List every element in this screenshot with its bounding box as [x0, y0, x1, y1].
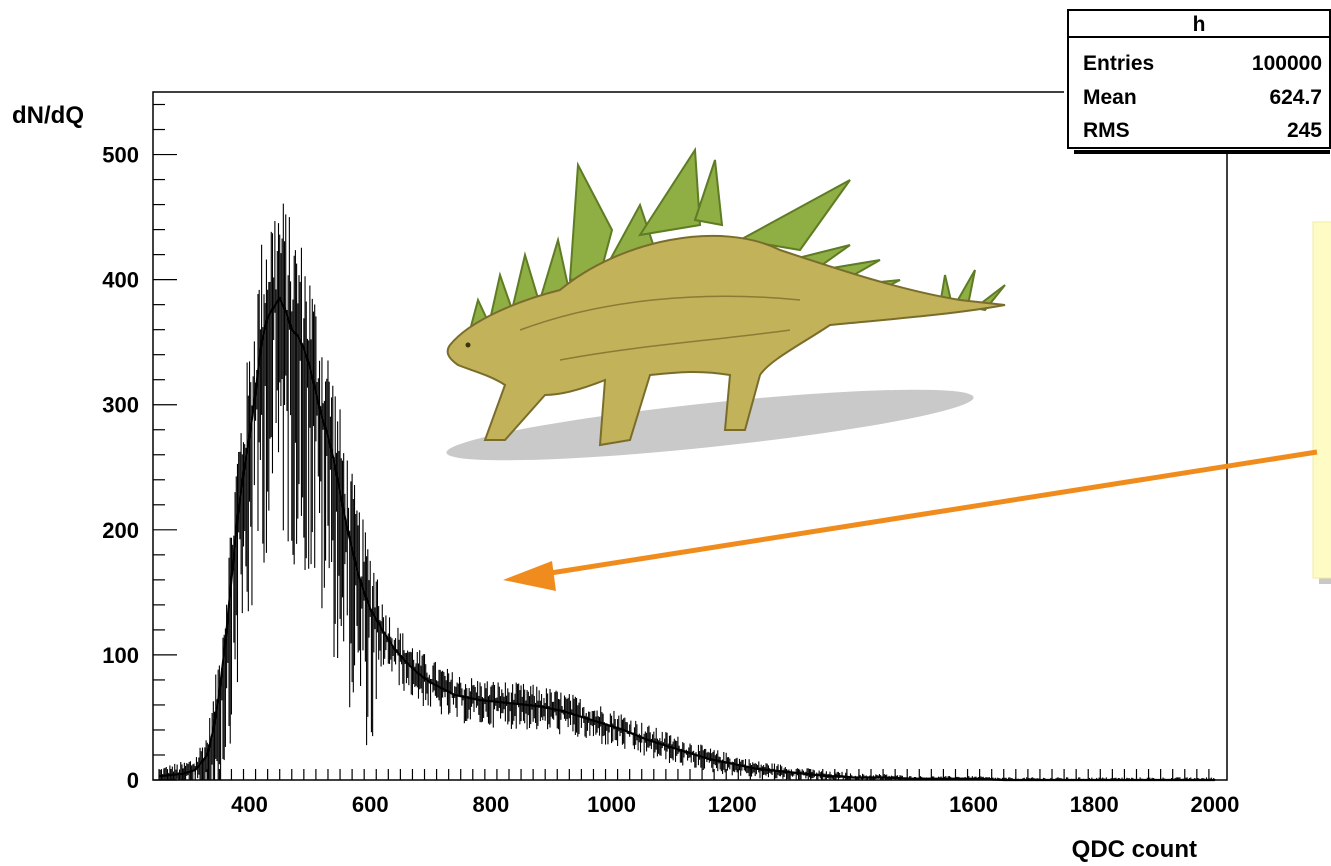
y-tick-label: 300 — [102, 393, 139, 418]
x-tick-label: 800 — [473, 792, 510, 817]
stats-title: h — [1193, 13, 1206, 36]
histogram-series — [158, 203, 1216, 782]
x-tick-label: 1000 — [587, 792, 636, 817]
stats-rms-value: 245 — [1287, 119, 1322, 142]
x-axis: 400 600 800 1000 1200 1400 1600 1800 2000 — [158, 769, 1239, 817]
x-tick-label: 1600 — [949, 792, 998, 817]
annotation-arrow — [503, 449, 1318, 591]
y-tick-label: 400 — [102, 268, 139, 293]
y-tick-label: 100 — [102, 643, 139, 668]
stegosaurus-illustration — [446, 146, 1006, 461]
y-axis: 0 100 200 300 400 500 — [102, 103, 177, 793]
stats-box: h Entries 100000 Mean 624.7 RMS 245 — [1067, 9, 1331, 154]
x-tick-label: 600 — [352, 792, 389, 817]
x-tick-label: 400 — [231, 792, 268, 817]
x-tick-label: 2000 — [1190, 792, 1239, 817]
stats-entries-label: Entries — [1083, 52, 1154, 75]
x-tick-label: 1400 — [828, 792, 877, 817]
x-tick-label: 1200 — [708, 792, 757, 817]
stats-mean-label: Mean — [1083, 86, 1137, 109]
note-panel — [1312, 221, 1331, 584]
y-tick-label: 0 — [127, 768, 139, 793]
stats-rms-label: RMS — [1083, 119, 1130, 142]
x-axis-title: QDC count — [1072, 836, 1197, 863]
y-tick-label: 500 — [102, 143, 139, 168]
y-axis-title: dN/dQ — [12, 102, 84, 129]
stats-mean-value: 624.7 — [1269, 86, 1322, 109]
stats-entries-value: 100000 — [1252, 52, 1322, 75]
x-tick-label: 1800 — [1070, 792, 1119, 817]
histogram-envelope — [158, 296, 1215, 782]
y-tick-label: 200 — [102, 518, 139, 543]
